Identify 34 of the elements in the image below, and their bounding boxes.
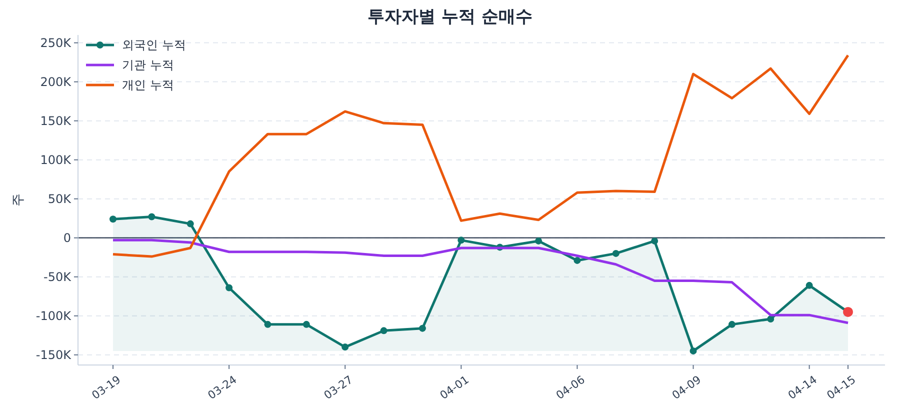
point [342, 344, 349, 351]
y-tick-label: 50K [48, 192, 72, 206]
point [535, 237, 542, 244]
y-tick-label: 0 [63, 231, 71, 246]
y-tick-label: 100K [40, 153, 72, 168]
y-tick-label: 150K [40, 114, 72, 128]
legend-label: 외국인 누적 [122, 38, 186, 52]
point [690, 347, 697, 354]
point [806, 282, 813, 289]
point [418, 324, 426, 332]
point [651, 237, 658, 244]
y-tick-label: 200K [40, 75, 72, 90]
point [767, 315, 774, 322]
point [110, 216, 116, 223]
point [226, 284, 233, 292]
point [148, 213, 156, 220]
line-series [112, 54, 850, 258]
y-tick-label: 250K [40, 36, 72, 50]
point [302, 320, 310, 328]
y-tick-label: -50K [44, 270, 72, 284]
point [186, 220, 194, 228]
point [728, 320, 736, 328]
point [612, 250, 620, 257]
chart-title: 투자자별 누적 순매수 [368, 7, 532, 27]
point [380, 327, 388, 334]
point [458, 236, 465, 244]
line-series [112, 238, 850, 324]
y-axis-title: 주 [11, 194, 26, 206]
legend-label: 기관 누적 [122, 58, 174, 72]
y-tick-label: -100K [36, 309, 72, 324]
point [264, 320, 272, 328]
point [574, 256, 581, 264]
legend-label: 개인 누적 [122, 78, 174, 92]
y-tick-label: -150K [36, 348, 72, 362]
